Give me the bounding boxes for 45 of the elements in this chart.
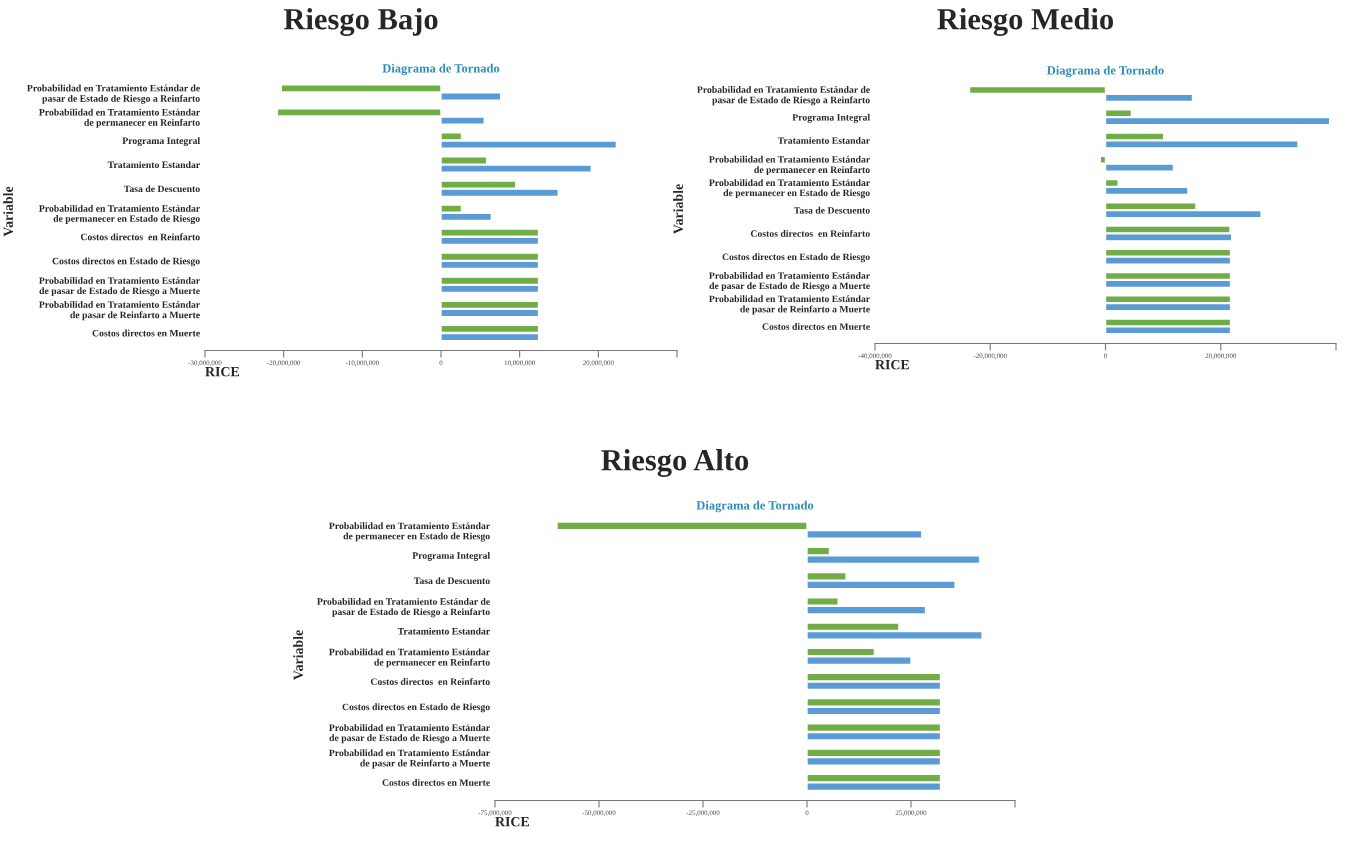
chart-title: Riesgo Medio	[937, 8, 1114, 36]
y-tick-label: Costos directos en Muerte	[762, 323, 870, 330]
y-axis-title: Variable	[3, 186, 14, 237]
x-axis-title: RICE	[495, 817, 530, 827]
y-tick-label: Probabilidad en Tratamiento Estándar de permanecer en Estado de Riesgo	[329, 522, 490, 542]
y-tick-label: Probabilidad en Tratamiento Estándar de pasar de Reinfarto a Muerte	[329, 749, 490, 769]
y-tick-label: Costos directos en Muerte	[92, 329, 200, 337]
y-tick-label: Probabilidad en Tratamiento Estándar de permanecer en Reinfarto	[39, 108, 200, 128]
y-tick-label: Probabilidad en Tratamiento Estándar de pasar de Estado de Riesgo a Muerte	[329, 724, 490, 744]
y-tick-label: Tasa de Descuento	[793, 206, 870, 214]
y-tick-label: Costos directos en Reinfarto	[80, 233, 200, 241]
chart-subtitle: Diagrama de Tornado	[696, 500, 814, 513]
x-axis-title: RICE	[875, 360, 910, 370]
y-tick-label: Probabilidad en Tratamiento Estándar de pasar de Estado de Riesgo a Reinfarto	[317, 597, 490, 618]
y-tick-label: Programa Integral	[412, 551, 490, 561]
y-tick-label: Costos directos en Estado de Riesgo	[342, 703, 490, 713]
y-axis-title: Variable	[673, 184, 684, 235]
y-tick-label: Costos directos en Reinfarto	[370, 678, 490, 685]
y-tick-label: Probabilidad en Tratamiento Estándar de pasar de Estado de Riesgo a Muerte	[709, 272, 870, 292]
y-tick-label: Programa Integral	[122, 137, 200, 147]
y-tick-label: Programa Integral	[792, 113, 870, 123]
y-tick-label: Probabilidad en Tratamiento Estándar de permanecer en Estado de Riesgo	[709, 179, 870, 199]
y-tick-label: Costos directos en Reinfarto	[750, 229, 870, 237]
y-axis-title: Variable	[293, 630, 304, 681]
y-tick-label: Tasa de Descuento	[123, 185, 200, 193]
y-tick-label: Tasa de Descuento	[413, 577, 490, 585]
y-tick-label: Probabilidad en Tratamiento Estándar de pasar de Reinfarto a Muerte	[709, 295, 870, 315]
chart-subtitle: Diagrama de Tornado	[1047, 65, 1164, 78]
y-tick-label: Tratamiento Estandar	[777, 137, 870, 144]
y-tick-label: Costos directos en Estado de Riesgo	[722, 253, 870, 263]
y-tick-label: Probabilidad en Tratamiento Estándar de permanecer en Estado de Riesgo	[39, 204, 200, 224]
y-tick-label: Probabilidad en Tratamiento Estándar de pasar de Estado de Riesgo a Reinfarto	[27, 84, 200, 104]
chart-subtitle: Diagrama de Tornado	[382, 63, 500, 76]
y-tick-label: Probabilidad en Tratamiento Estándar de permanecer en Reinfarto	[709, 155, 870, 175]
y-tick-label: Tratamiento Estandar	[107, 161, 200, 169]
y-tick-label: Probabilidad en Tratamiento Estándar de pasar de Reinfarto a Muerte	[39, 301, 200, 321]
y-tick-label: Probabilidad en Tratamiento Estándar de pasar de Estado de Riesgo a Reinfarto	[697, 86, 870, 106]
y-tick-label: Costos directos en Muerte	[382, 779, 490, 786]
y-tick-label: Tratamiento Estandar	[397, 627, 490, 635]
x-axis-title: RICE	[205, 367, 240, 377]
y-tick-label: Probabilidad en Tratamiento Estándar de permanecer en Reinfarto	[329, 648, 490, 668]
y-tick-label: Costos directos en Estado de Riesgo	[52, 257, 200, 267]
y-tick-label: Probabilidad en Tratamiento Estándar de pasar de Estado de Riesgo a Muerte	[39, 277, 200, 297]
chart-title: Riesgo Bajo	[283, 8, 438, 36]
chart-title: Riesgo Alto	[601, 449, 749, 477]
